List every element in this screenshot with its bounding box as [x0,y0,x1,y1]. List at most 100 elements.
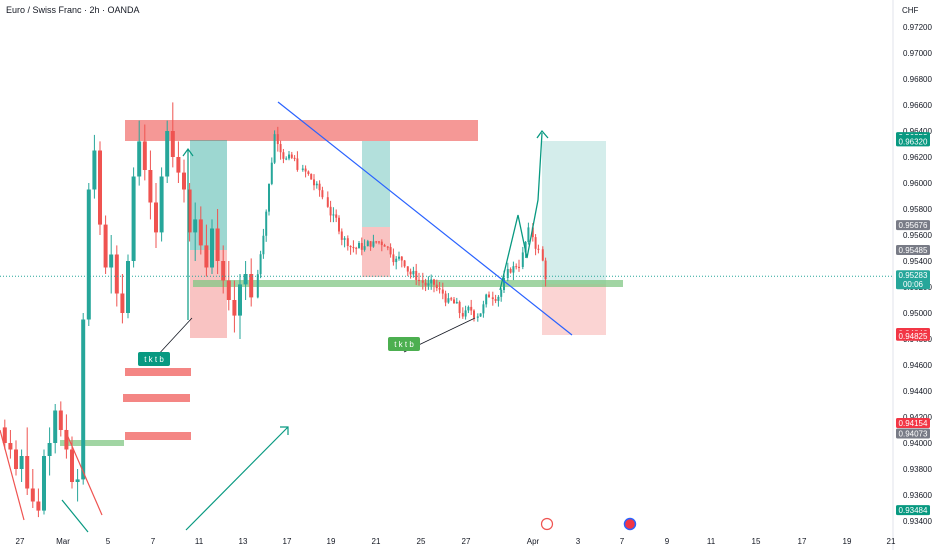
candle-body [521,252,524,267]
candle-body [326,197,329,207]
candle-body [531,227,534,238]
red-down-line-1[interactable] [0,429,25,521]
diagonal-arrow-head [280,426,289,435]
time-tick-label: 21 [372,537,381,546]
candle-body [424,282,427,286]
price-badge [896,220,930,231]
candle-body [304,168,307,172]
support-zone[interactable] [193,280,623,287]
candle-body [210,228,214,268]
candle-body [75,479,80,482]
candle-body [92,150,97,190]
candles-layer [2,102,547,518]
candle-body [154,202,158,233]
candle-body [265,211,268,236]
candle-body [375,241,378,243]
time-tick-label: 19 [843,537,852,546]
candle-body [500,290,503,297]
current-price-text: 0.95283 [899,271,928,280]
candle-body [98,150,102,225]
candle-body [524,242,527,253]
candle-body [187,189,192,233]
candle-body [313,179,315,186]
candle-body [103,224,108,268]
long-stop-zone[interactable] [190,250,227,338]
projection-path[interactable] [499,132,543,291]
time-tick-label: 3 [576,537,581,546]
candle-body [256,274,259,298]
stop-zone-2[interactable] [362,227,390,277]
candle-body [453,299,455,304]
tktb-label-box[interactable] [388,337,420,351]
small-red-zone-1[interactable] [125,368,191,376]
candle-body [395,258,398,263]
candle-body [406,266,409,272]
candle-body [430,279,433,284]
candle-body [412,270,415,275]
candle-body [438,288,441,290]
price-tick-label: 0.95600 [903,231,932,240]
long-position-target[interactable] [542,141,606,284]
target-zone-2[interactable] [362,141,390,227]
diagonal-arrow-line[interactable] [185,426,289,531]
tktb-label-box[interactable] [138,352,170,366]
candle-body [249,274,254,298]
candle-body [467,306,470,311]
current-price-badge [896,270,930,290]
time-tick-label: 27 [462,537,471,546]
candle-body [497,296,500,301]
candle-body [25,456,30,489]
candle-body [482,304,485,314]
time-tick-label: 9 [665,537,670,546]
candle-body [389,247,392,255]
long-position-stop[interactable] [542,284,606,335]
candle-body [509,269,512,273]
downtrend-line[interactable] [277,101,573,336]
candle-body [360,243,363,250]
candle-body [476,316,479,318]
small-red-zone-2[interactable] [123,394,190,402]
candle-body [262,235,265,255]
candle-body [503,277,505,291]
candle-body [369,241,372,247]
candle-body [491,297,494,300]
resistance-zone[interactable] [125,120,478,141]
small-red-zone-3[interactable] [125,432,191,440]
price-badge [896,428,930,439]
time-tick-label: 7 [620,537,625,546]
candle-body [506,269,509,278]
price-tick-label: 0.96800 [903,75,932,84]
price-badge-text: 0.94154 [899,419,928,428]
candle-body [515,266,518,268]
candle-body [221,261,226,281]
candle-body [329,206,332,216]
candle-body [398,256,400,259]
axis-layer: 0.97200 0.97000 0.96800 0.96600 0.96400 0.962… [16,0,932,550]
time-tick-label: 27 [16,537,25,546]
candle-body [148,170,153,203]
economic-event-icon[interactable] [540,517,554,531]
candle-body [42,456,46,511]
candle-body [307,171,310,174]
price-badge-text: 0.94825 [899,332,928,341]
red-down-line-2[interactable] [64,429,103,516]
candle-body [415,270,418,280]
green-small-line[interactable] [61,499,89,533]
candle-body [441,289,444,294]
candle-body [64,430,69,450]
candle-body [433,279,435,285]
news-event-icon[interactable] [623,517,637,531]
candle-body [470,306,473,311]
candle-body [383,245,386,247]
candle-body [279,144,282,153]
candle-body [378,241,380,243]
price-tick-label: 0.94400 [903,387,932,396]
price-badge [896,417,930,428]
candle-body [338,217,340,232]
candle-body [435,284,438,289]
price-tick-label: 0.95400 [903,257,932,266]
candle-body [273,134,276,163]
small-support-zone[interactable] [60,440,124,446]
